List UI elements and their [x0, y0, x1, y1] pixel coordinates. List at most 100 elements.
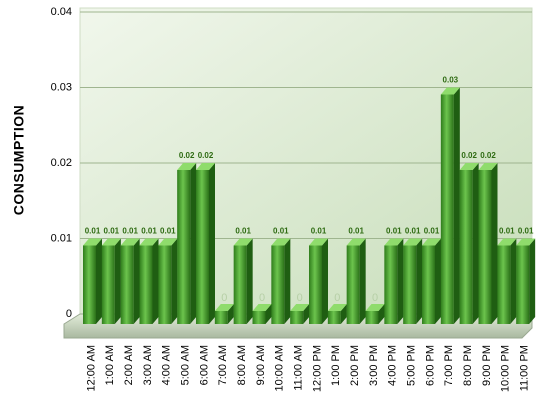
y-tick-label: 0.04 — [51, 6, 72, 18]
bar-side — [529, 238, 536, 324]
bar-side — [284, 238, 291, 324]
bar-top — [158, 238, 178, 246]
data-label: 0 — [297, 292, 303, 304]
bar-top — [290, 304, 310, 311]
x-tick-label: 8:00 PM — [462, 345, 474, 386]
bar — [478, 170, 492, 324]
bar — [327, 311, 341, 324]
bar-side — [416, 238, 423, 324]
bar-side — [453, 87, 460, 324]
bar-top — [101, 238, 121, 246]
bar-side — [303, 304, 310, 324]
data-label: 0.01 — [273, 227, 289, 236]
data-label: 0.01 — [424, 227, 440, 236]
bar-top — [309, 238, 328, 246]
x-tick-label: 10:00 PM — [500, 345, 512, 392]
bar — [120, 245, 134, 324]
bar — [177, 170, 191, 324]
bar — [346, 245, 360, 324]
bar-top — [177, 163, 197, 170]
data-label: 0.01 — [386, 227, 402, 236]
data-label: 0.01 — [104, 227, 120, 236]
data-label: 0.01 — [141, 227, 157, 236]
data-label: 0.02 — [198, 151, 214, 160]
x-tick-label: 2:00 AM — [123, 345, 135, 385]
bar-side — [510, 238, 517, 324]
x-tick-label: 11:00 PM — [519, 345, 531, 391]
bar-side — [472, 163, 479, 324]
bar — [233, 245, 247, 324]
bar-side — [152, 238, 159, 324]
bar-side — [96, 238, 102, 324]
data-label: 0.02 — [179, 151, 195, 160]
x-tick-label: 6:00 AM — [198, 345, 210, 385]
y-tick-label: 0.03 — [51, 81, 72, 93]
x-tick-label: 4:00 PM — [387, 345, 399, 386]
bar-top — [497, 238, 517, 246]
data-label: 0.01 — [85, 227, 101, 236]
bar — [271, 245, 285, 324]
bar-side — [435, 238, 441, 324]
x-tick-label: 2:00 PM — [349, 345, 361, 386]
data-label: 0.02 — [461, 151, 477, 160]
x-tick-label: 3:00 PM — [368, 345, 380, 386]
bar-side — [114, 238, 121, 324]
bar-top — [346, 238, 366, 246]
x-tick-label: 12:00 AM — [85, 345, 97, 391]
data-label: 0.02 — [480, 151, 496, 160]
bar — [365, 311, 379, 324]
data-label: 0 — [259, 292, 265, 304]
y-axis-label: CONSUMPTION — [11, 105, 27, 216]
bar-side — [227, 304, 234, 324]
bar-top — [459, 163, 479, 170]
bar-side — [340, 304, 347, 324]
bar-side — [322, 238, 328, 324]
bar — [516, 245, 530, 324]
bar — [214, 311, 228, 324]
bar-top — [120, 238, 140, 246]
x-tick-label: 3:00 AM — [142, 345, 154, 385]
bar-top — [478, 163, 498, 170]
bar-side — [171, 238, 178, 324]
bar-top — [365, 304, 385, 311]
x-tick-label: 11:00 AM — [293, 345, 305, 391]
bar-side — [397, 238, 404, 324]
data-label: 0.01 — [518, 227, 534, 236]
bar-top — [83, 238, 102, 246]
bar-top — [422, 238, 441, 246]
bar-top — [384, 238, 404, 246]
x-tick-label: 4:00 AM — [161, 345, 173, 385]
data-label: 0 — [334, 292, 340, 304]
x-tick-label: 6:00 PM — [424, 345, 436, 386]
data-label: 0.01 — [160, 227, 176, 236]
bar-top — [196, 163, 215, 170]
y-tick-label: 0.01 — [51, 232, 72, 244]
x-tick-label: 7:00 AM — [217, 345, 229, 385]
bar — [139, 245, 153, 324]
bar-side — [133, 238, 140, 324]
bar-side — [359, 238, 366, 324]
bar — [158, 245, 172, 324]
bar — [497, 245, 511, 324]
bar-top — [139, 238, 159, 246]
bar-top — [271, 238, 291, 246]
y-tick-label: 0 — [66, 308, 72, 320]
data-label: 0.01 — [235, 227, 251, 236]
x-tick-label: 5:00 AM — [180, 345, 192, 385]
bar-side — [491, 163, 498, 324]
bar — [101, 245, 115, 324]
x-tick-label: 12:00 PM — [311, 345, 323, 392]
x-tick-label: 5:00 PM — [406, 345, 418, 386]
x-tick-label: 10:00 AM — [274, 345, 286, 391]
bar — [309, 245, 322, 324]
data-label: 0 — [372, 292, 378, 304]
bar-top — [327, 304, 347, 311]
data-label: 0.01 — [122, 227, 138, 236]
x-tick-label: 1:00 AM — [104, 345, 116, 385]
bar-side — [190, 163, 197, 324]
bar — [403, 245, 417, 324]
bar — [384, 245, 398, 324]
bar-top — [252, 304, 272, 311]
bar-top — [516, 238, 536, 246]
